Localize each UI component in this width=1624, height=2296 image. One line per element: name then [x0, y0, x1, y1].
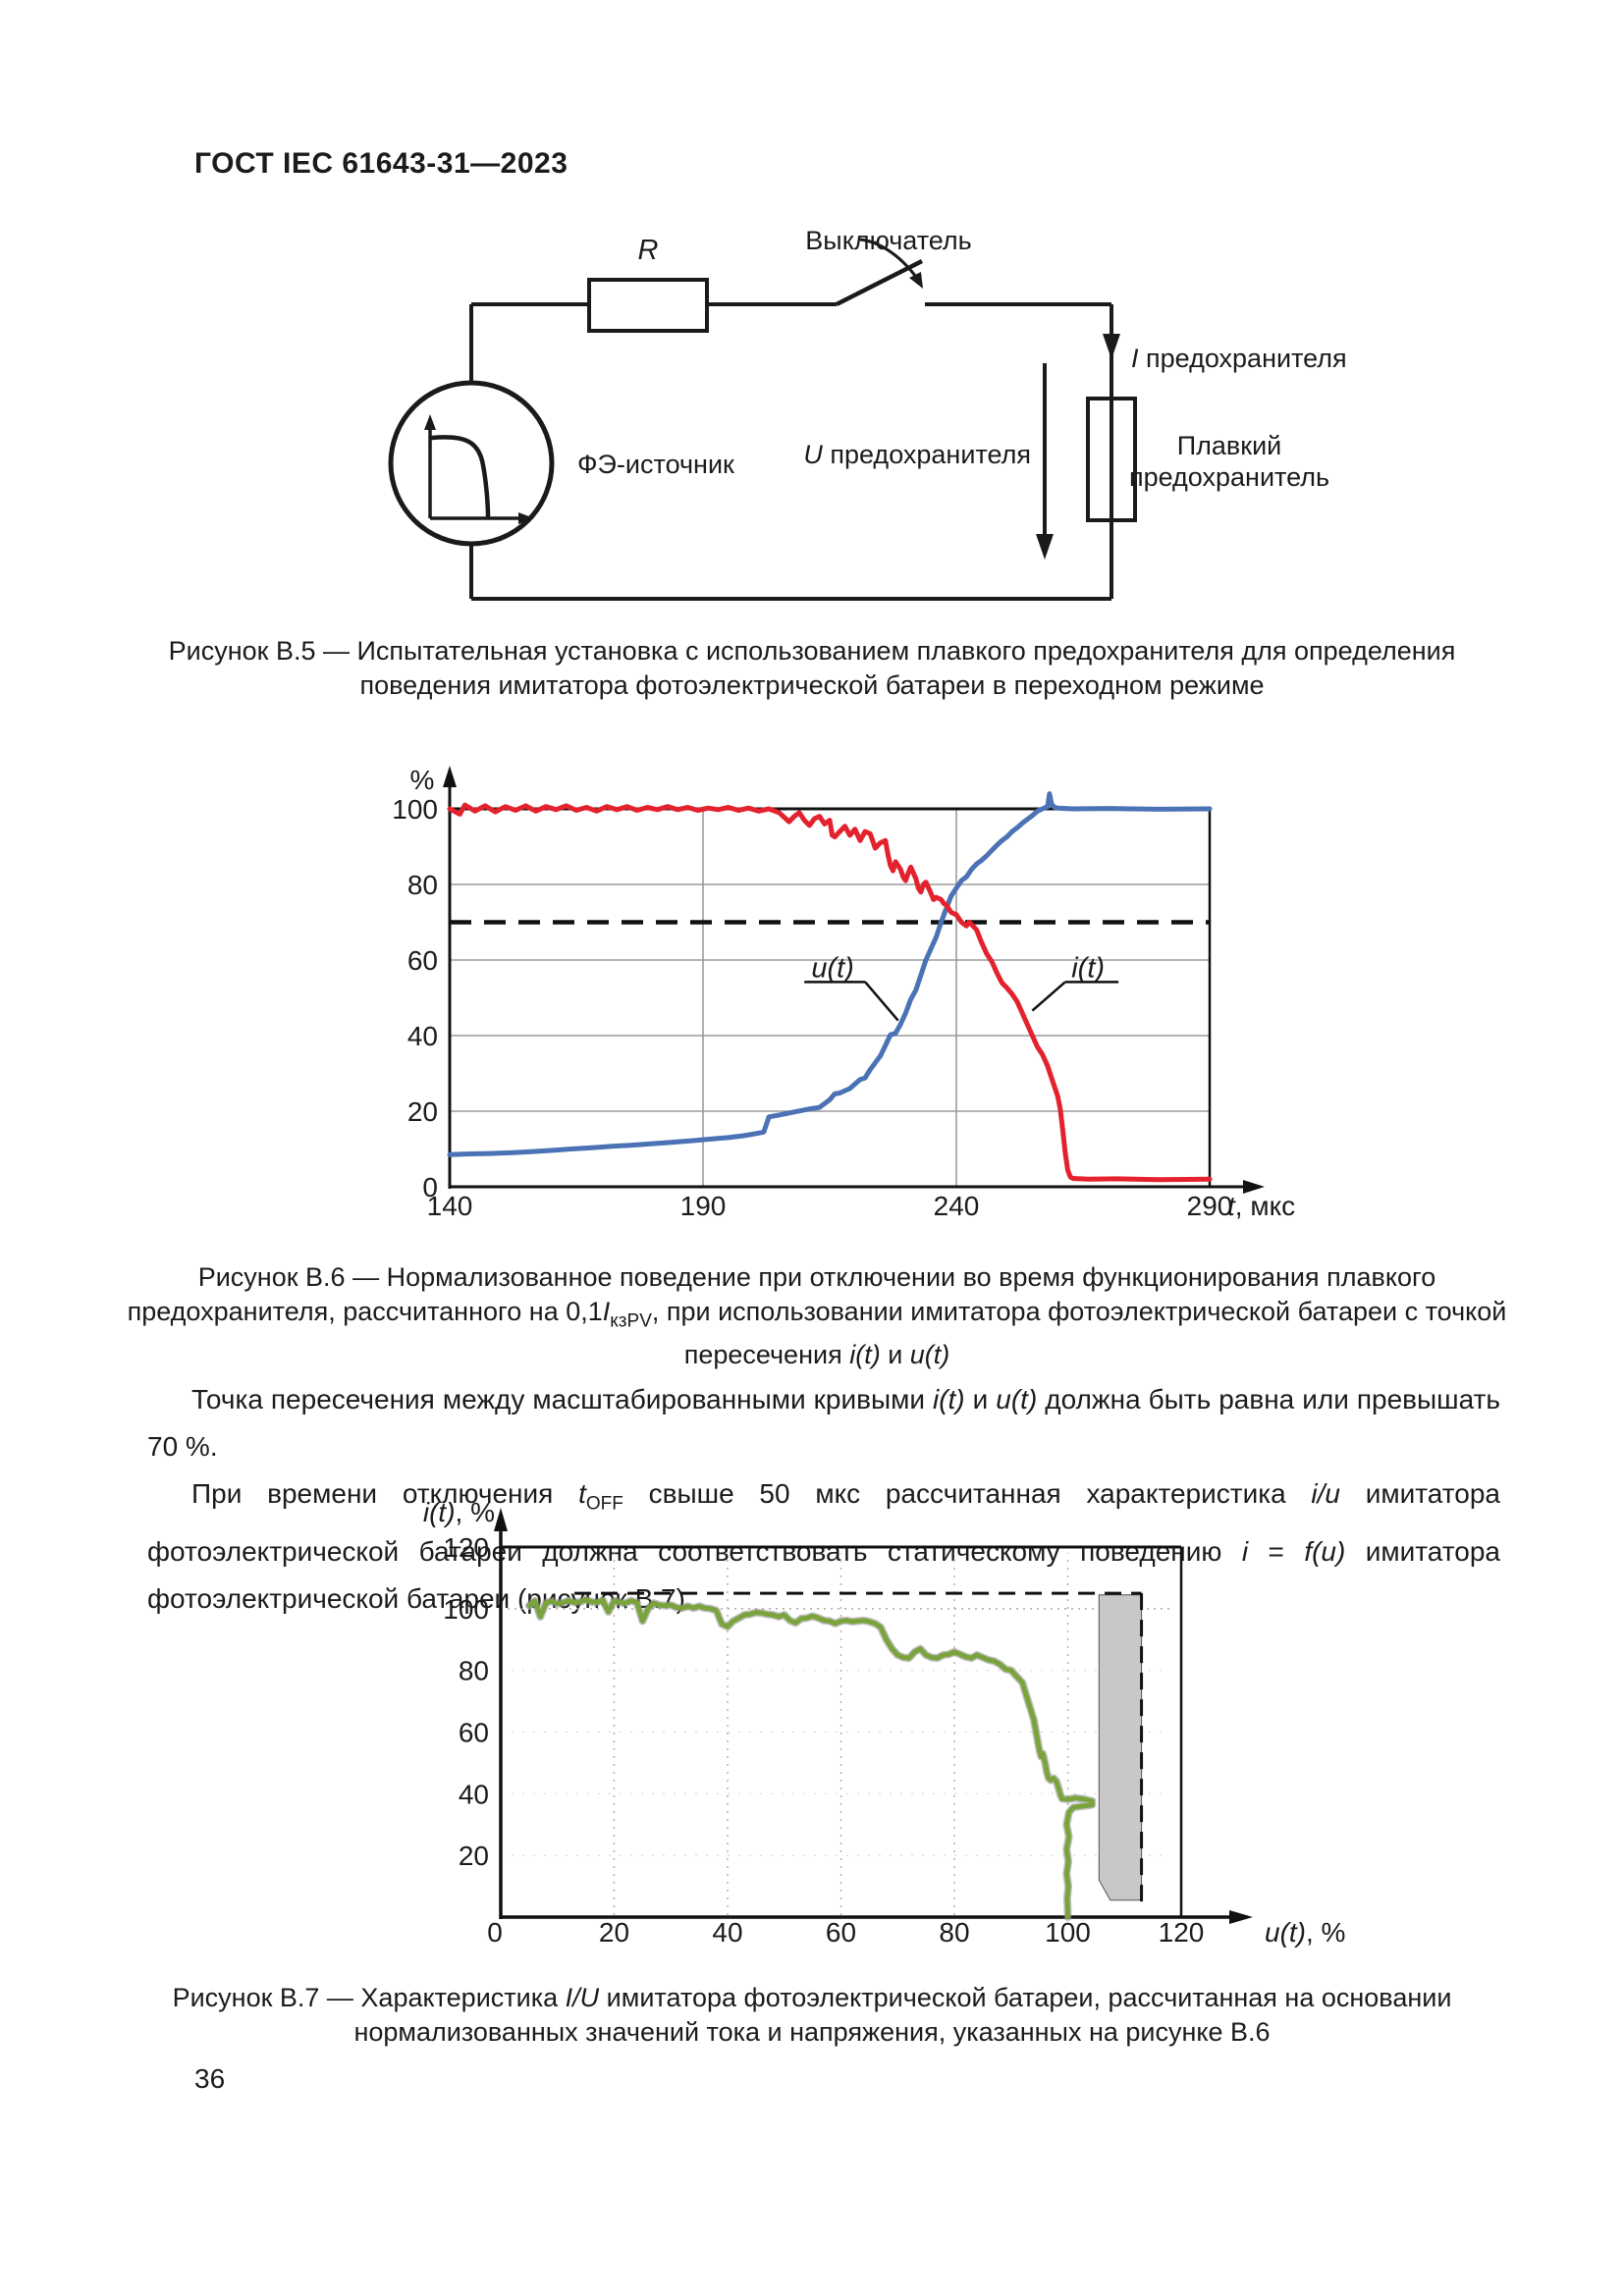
y-tick-label: 120: [443, 1532, 489, 1563]
y-tick-label: 60: [407, 945, 438, 976]
u-of-t-curve: [447, 791, 1213, 1157]
switch-motion-arrowhead-icon: [909, 272, 923, 289]
para2-off-subscript: OFF: [585, 1493, 623, 1515]
para2-equals: =: [1248, 1535, 1305, 1567]
x-tick-label: 100: [1045, 1917, 1091, 1948]
y-axis-label: i(t), %: [423, 1497, 495, 1527]
para2-text2: свыше 50 мкс рассчитанная характеристика: [623, 1478, 1312, 1509]
figure-b6-caption: Рисунок В.6 — Нормализованное поведение …: [115, 1260, 1519, 1372]
iu-characteristic-curve: [526, 1596, 1095, 1920]
x-tick-label: 240: [934, 1191, 980, 1221]
x-tick-label: 80: [939, 1917, 969, 1948]
y-tick-label: 80: [459, 1656, 489, 1686]
x-axis-arrow-icon: [1243, 1180, 1265, 1194]
pv-iv-axes: [428, 428, 520, 520]
para1-text2: и: [964, 1384, 997, 1415]
pv-source-label: ФЭ-источник: [577, 450, 734, 479]
figure-b7-caption: Рисунок В.7 — Характеристика I/U имитато…: [115, 1981, 1509, 2050]
para2-text3: имитатора фотоэлектрической батареи долж…: [147, 1478, 1500, 1567]
x-tick-label: 140: [427, 1191, 473, 1221]
y-tick-label: 40: [459, 1779, 489, 1809]
fuse-current-label: I предохранителя: [1131, 344, 1426, 374]
pv-iv-curve: [429, 435, 491, 520]
para1-text3: должна быть равна или превышать 70 %.: [147, 1384, 1500, 1462]
fuse-symbol: [1086, 397, 1137, 522]
fuse-voltage-symbol: U: [803, 440, 823, 469]
x-tick-label: 190: [680, 1191, 727, 1221]
curve-annotation-label: u(t): [811, 952, 854, 984]
y-axis-arrow-icon: [494, 1508, 508, 1531]
caption-b7-text: Рисунок В.7 — Характеристика: [172, 1983, 566, 2012]
fuse-voltage-arrow-icon: [1036, 534, 1054, 560]
para1-text: Точка пересечения между масштабированным…: [191, 1384, 933, 1415]
caption-b6-symbol-i: I: [602, 1297, 611, 1326]
y-axis-arrow-icon: [443, 766, 457, 787]
y-tick-label: 80: [407, 870, 438, 900]
x-axis-label: t, мкс: [1227, 1191, 1295, 1221]
pv-iv-y-arrow-icon: [424, 414, 436, 430]
x-tick-label: 40: [712, 1917, 742, 1948]
fuse-current-arrow-icon: [1103, 334, 1120, 359]
paragraph-intersection: Точка пересечения между масштабированным…: [147, 1376, 1500, 1470]
x-tick-label: 20: [599, 1917, 629, 1948]
x-tick-label: 60: [826, 1917, 856, 1948]
y-axis-label: %: [410, 765, 435, 795]
y-tick-label: 100: [443, 1594, 489, 1625]
i-of-t-curve: [447, 802, 1213, 1183]
fuse-label: Плавкий предохранитель: [1128, 431, 1330, 492]
para2-fu-symbol: f(u): [1304, 1535, 1346, 1567]
curve-annotation-label: i(t): [1071, 952, 1105, 984]
body-text-block: Точка пересечения между масштабированным…: [147, 1376, 1500, 1623]
figure-b6-chart: 0 20 40 60 80 100 140 190 240 290% t, мкс u(t) i(t): [392, 765, 1295, 1221]
x-tick-label: 290: [1187, 1191, 1233, 1221]
y-tick-label: 40: [407, 1021, 438, 1051]
para1-it: i(t): [932, 1384, 965, 1415]
paragraph-toff: При времени отключения tOFF свыше 50 мкс…: [147, 1470, 1500, 1623]
caption-b6-it: i(t): [849, 1340, 881, 1370]
x-axis-label: u(t), %: [1265, 1917, 1345, 1948]
para2-iu-symbol: i/u: [1311, 1478, 1340, 1509]
caption-b6-subscript: кзPV: [610, 1310, 652, 1332]
fuse-current-text: предохранителя: [1138, 344, 1347, 373]
annotation-pointer-line: [1031, 981, 1066, 1012]
caption-b7-text2: имитатора фотоэлектрической батареи, рас…: [353, 1983, 1452, 2047]
annotation-pointer-line: [864, 981, 899, 1022]
resistor-symbol: [587, 278, 709, 333]
y-tick-label: 0: [422, 1172, 438, 1202]
y-tick-label: 20: [459, 1841, 489, 1871]
document-header: ГОСТ IEC 61643-31—2023: [194, 147, 568, 180]
para2-i-symbol: i: [1241, 1535, 1249, 1567]
para2-t-symbol: t: [578, 1478, 586, 1509]
x-tick-label: 120: [1159, 1917, 1205, 1948]
x-axis-arrow-icon: [1229, 1910, 1253, 1924]
figure-b7-chart: 20 40 60 80 100 120 0 20 40 60 80 100 120 i(t), % u(t)…: [423, 1497, 1346, 1948]
fuse-voltage-text: предохранителя: [822, 440, 1031, 469]
caption-b6-text: Рисунок В.6 — Нормализованное поведение …: [127, 1262, 1436, 1326]
resistor-label: R: [637, 235, 659, 266]
caption-b6-ut: u(t): [909, 1340, 950, 1370]
page-number: 36: [194, 2063, 226, 2094]
y-tick-label: 20: [407, 1096, 438, 1127]
caption-b7-iu-symbol: I/U: [565, 1983, 600, 2012]
para2-text: При времени отключения: [191, 1478, 579, 1509]
switch-label: Выключатель: [805, 226, 972, 255]
fuse-voltage-label: U предохранителя: [803, 440, 1031, 470]
para1-ut: u(t): [996, 1384, 1038, 1415]
figure-b5-caption: Рисунок В.5 — Испытательная установка с …: [168, 636, 1456, 700]
y-tick-label: 100: [392, 794, 438, 825]
forbidden-region: [1098, 1594, 1143, 1901]
fuse-current-symbol: I: [1131, 344, 1139, 373]
pv-iv-x-arrow-icon: [518, 512, 534, 524]
y-tick-label: 60: [459, 1717, 489, 1747]
caption-b6-text2: , при использовании имитатора фотоэлектр…: [651, 1297, 1507, 1370]
caption-b6-text3: и: [880, 1340, 910, 1370]
figure-b5-circuit-diagram: [388, 238, 1137, 601]
x-tick-label: 0: [487, 1917, 503, 1948]
